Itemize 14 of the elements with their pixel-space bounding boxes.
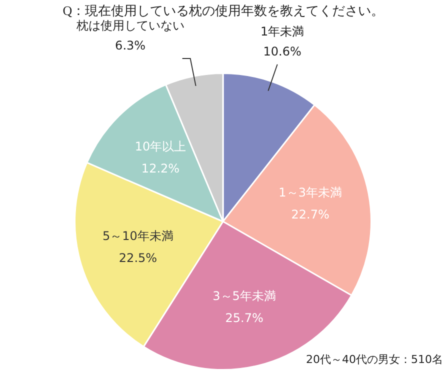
slice-label: 枕は使用していない xyxy=(75,18,184,33)
data-label: 12.2% xyxy=(141,161,180,176)
text: 20代～40代の男女：510名 xyxy=(306,352,443,367)
slice-label: 5～10年未満 xyxy=(102,228,174,243)
slice-label: 1年未満 xyxy=(260,24,304,39)
slice-label: 10年以上 xyxy=(134,139,186,154)
slice-label: 1～3年未満 xyxy=(278,186,342,200)
data-label: 25.7% xyxy=(225,310,264,325)
slice-label: 3～5年未満 xyxy=(212,288,276,303)
data-label: 10.6% xyxy=(263,44,302,59)
data-label: 22.5% xyxy=(118,250,158,265)
chart-title: Q：現在使用している枕の使用年数を教えてください。 xyxy=(62,2,386,20)
data-label: 22.7% xyxy=(291,208,330,222)
data-label: 6.3% xyxy=(115,38,146,53)
